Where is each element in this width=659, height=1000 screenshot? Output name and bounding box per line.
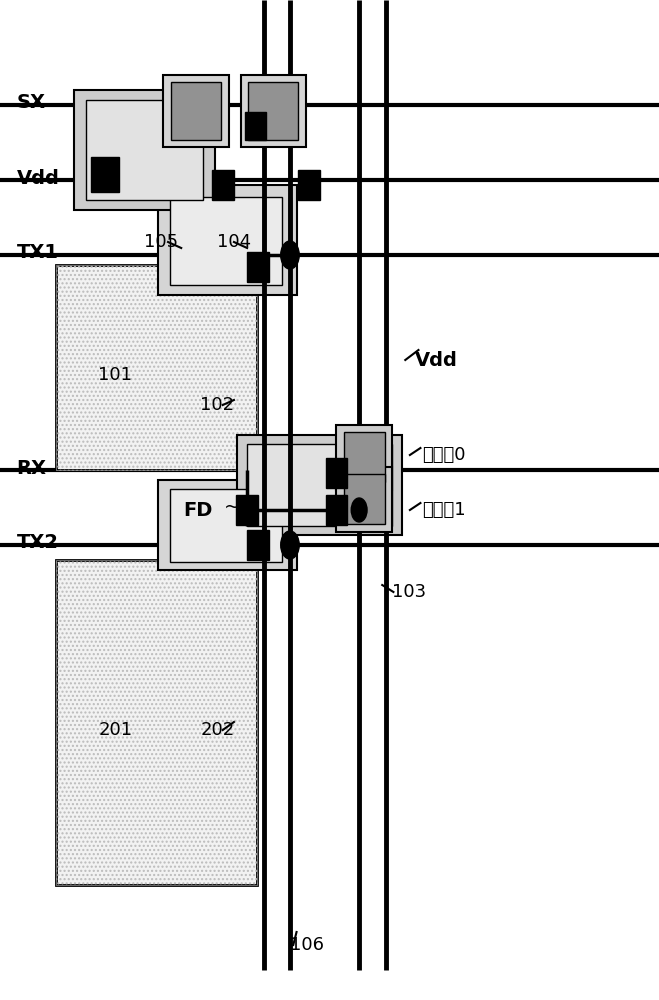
Text: ~: ~ (224, 497, 241, 516)
Bar (248, 82, 298, 140)
Bar (212, 170, 234, 200)
Bar (56, 560, 257, 885)
Bar (158, 480, 297, 570)
Bar (326, 458, 347, 488)
Circle shape (281, 531, 299, 559)
Text: Vdd: Vdd (16, 168, 59, 188)
Text: SX: SX (16, 94, 45, 112)
Bar (170, 197, 282, 285)
Bar (344, 474, 385, 524)
Bar (171, 82, 221, 140)
Text: 接触儇1: 接触儇1 (422, 501, 465, 519)
Text: 接触儇0: 接触儇0 (422, 446, 465, 464)
Text: RX: RX (16, 458, 47, 478)
Bar (86, 100, 203, 200)
Text: 102: 102 (200, 396, 235, 414)
Text: 201: 201 (98, 721, 132, 739)
Text: 106: 106 (290, 936, 324, 954)
Text: 103: 103 (392, 583, 426, 601)
Text: TX2: TX2 (16, 534, 59, 552)
Text: 105: 105 (144, 233, 179, 251)
Circle shape (351, 498, 367, 522)
Text: 104: 104 (217, 233, 251, 251)
Bar (56, 560, 257, 885)
Text: 101: 101 (98, 366, 132, 384)
Text: Vdd: Vdd (415, 351, 458, 369)
Bar (170, 489, 282, 562)
Bar (91, 157, 119, 192)
Bar (56, 265, 257, 470)
Bar (237, 435, 402, 535)
Circle shape (281, 241, 299, 269)
Bar (236, 495, 258, 525)
Text: 202: 202 (200, 721, 235, 739)
Bar (163, 75, 229, 147)
Text: TX1: TX1 (16, 243, 59, 262)
Bar (336, 425, 392, 490)
Bar (158, 185, 297, 295)
Bar (247, 252, 269, 282)
Bar (247, 530, 269, 560)
Bar (74, 90, 215, 210)
Bar (247, 444, 392, 526)
Bar (326, 495, 347, 525)
Bar (344, 432, 385, 482)
Bar (298, 170, 320, 200)
Bar (245, 112, 266, 140)
Bar (336, 467, 392, 532)
Bar (56, 265, 257, 470)
Bar (241, 75, 306, 147)
Text: FD: FD (183, 500, 213, 520)
